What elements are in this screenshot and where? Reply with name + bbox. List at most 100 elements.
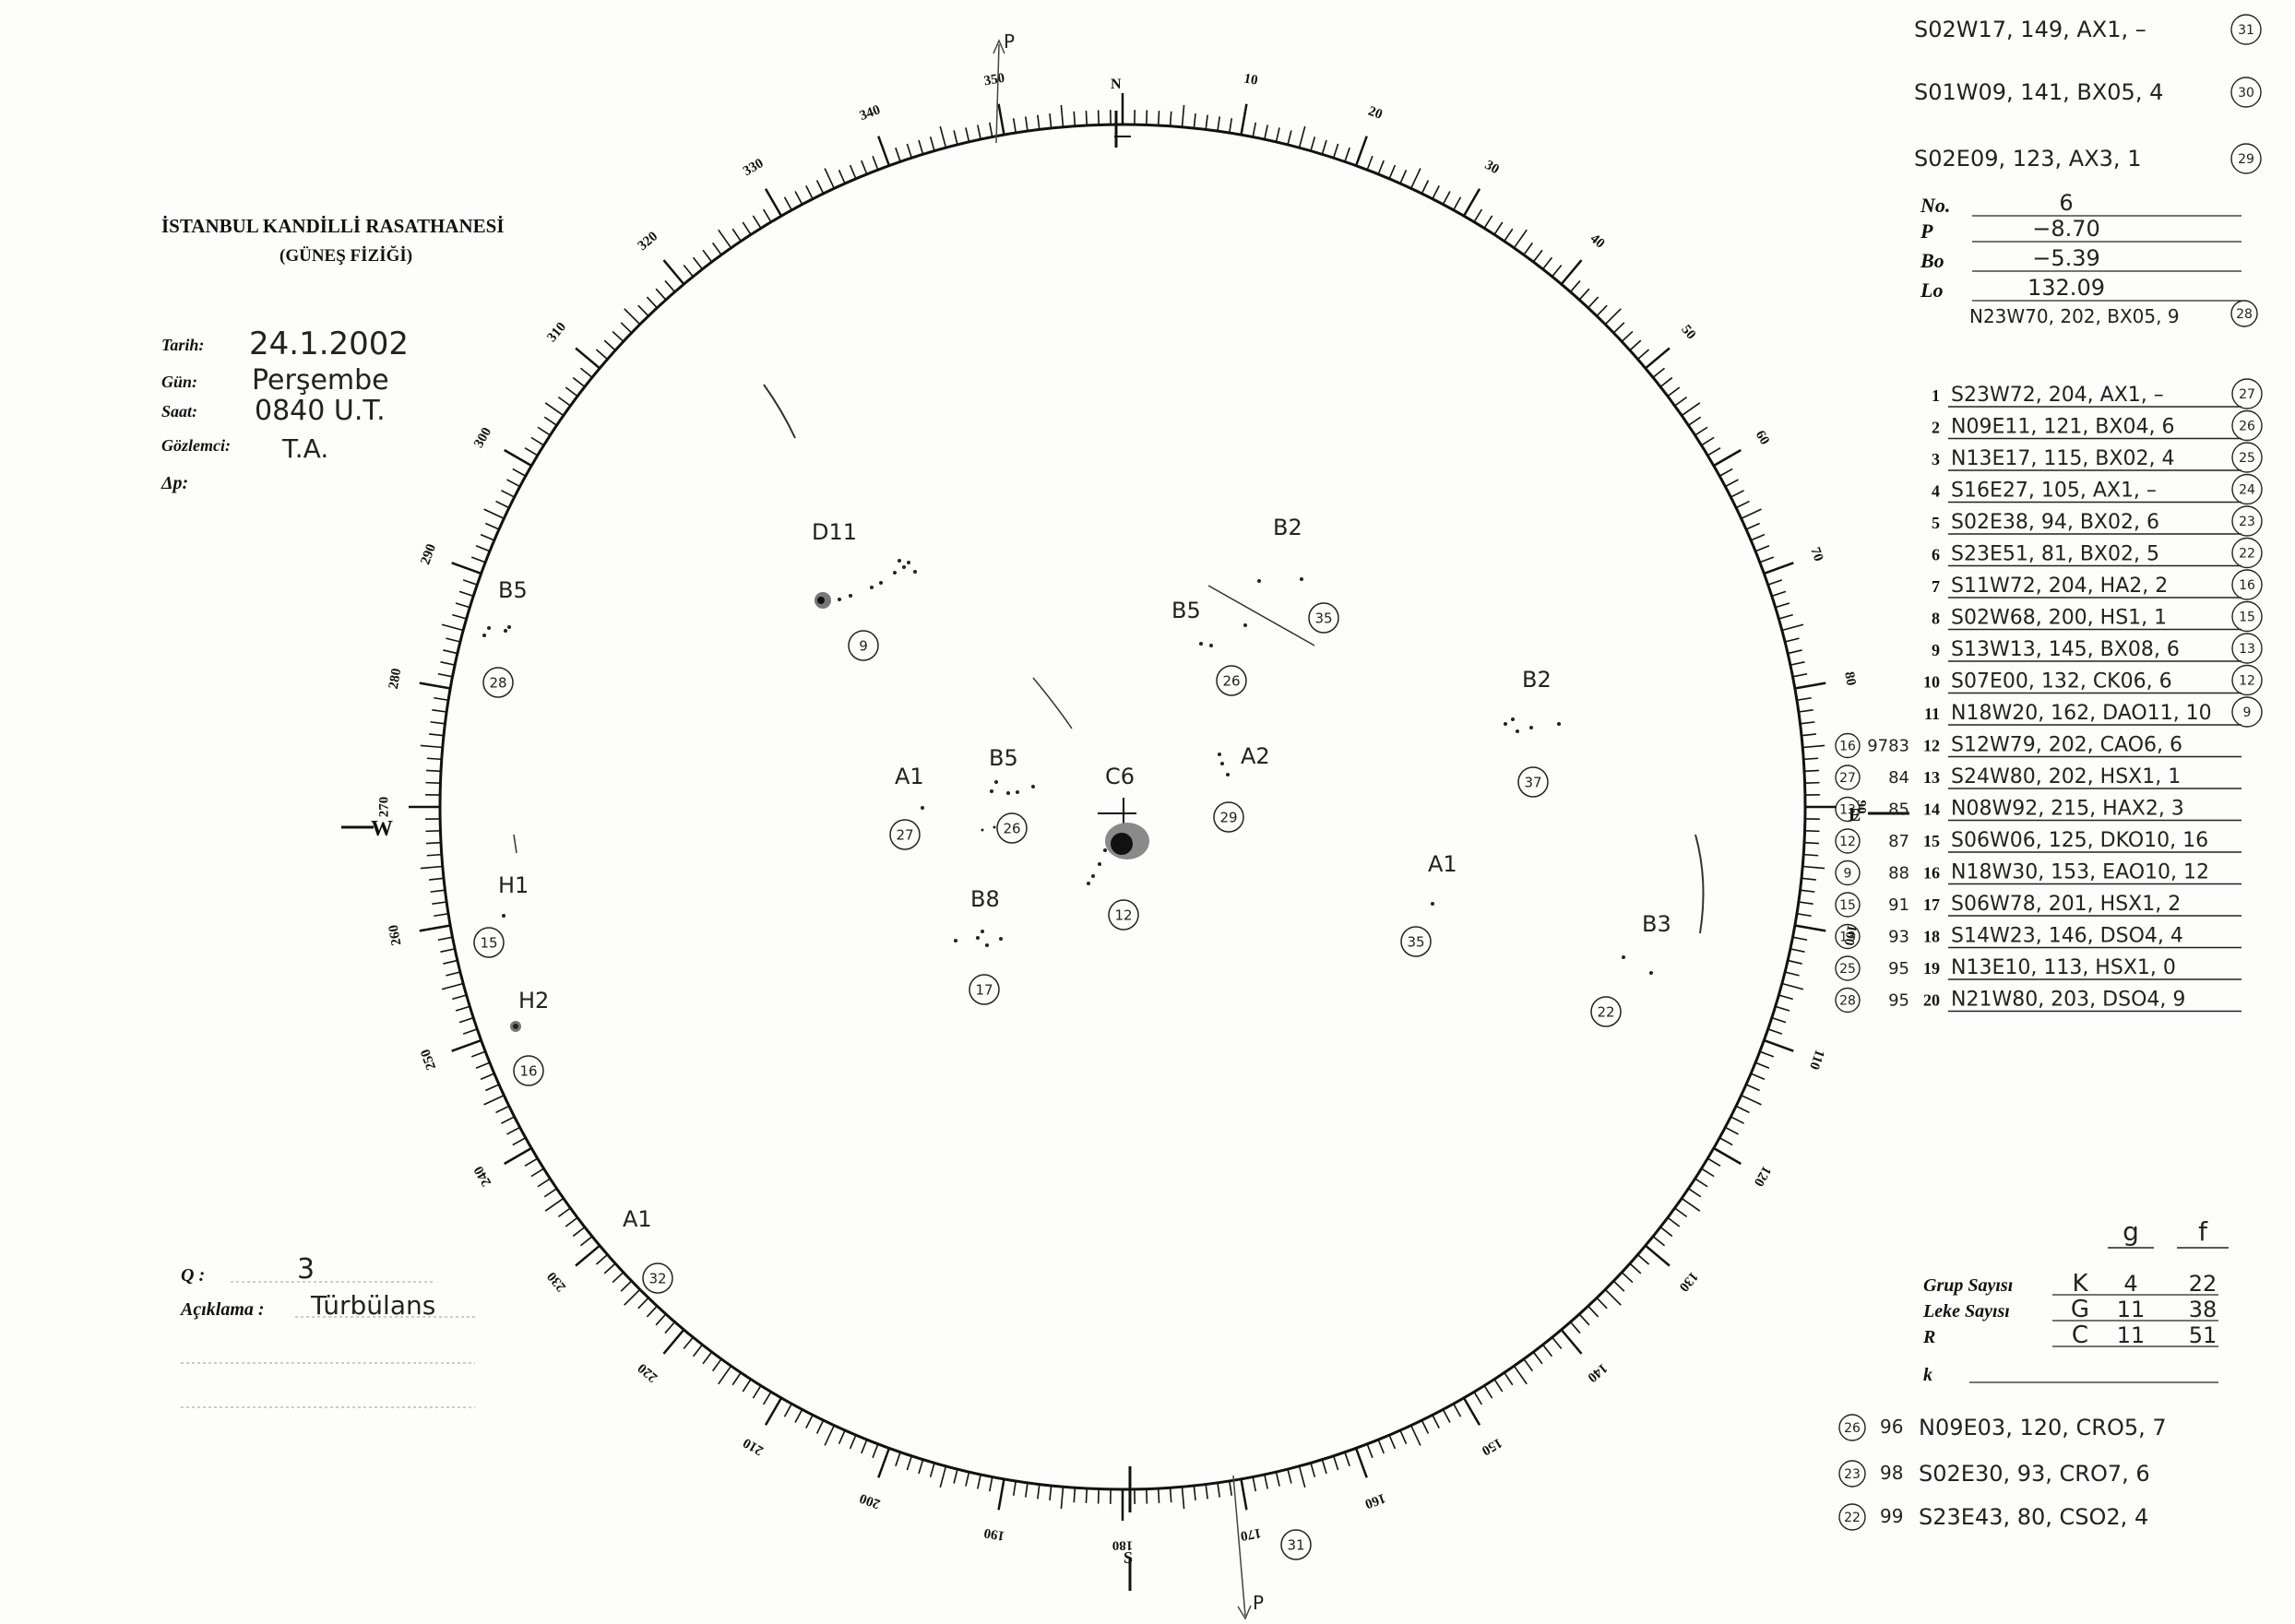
degree-tick xyxy=(1060,104,1064,127)
degree-tick xyxy=(1667,386,1681,397)
degree-tick xyxy=(1012,118,1017,134)
degree-tick xyxy=(1541,1344,1553,1357)
circled-number: 13 xyxy=(1839,931,1856,945)
group-row-text: S06W78, 201, HSX1, 2 xyxy=(1951,893,2181,916)
degree-tick xyxy=(441,623,464,632)
degree-tick xyxy=(455,602,470,609)
degree-tick xyxy=(440,948,456,953)
group-class-label: B5 xyxy=(498,577,528,603)
degree-tick xyxy=(565,386,578,397)
degree-tick xyxy=(1694,426,1708,436)
group-class-label: B3 xyxy=(1642,911,1671,937)
circled-number-ring xyxy=(2230,300,2258,327)
degree-tick xyxy=(1193,113,1196,129)
circled-number-ring xyxy=(2231,696,2263,728)
degree-tick xyxy=(1310,1463,1316,1477)
degree-tick xyxy=(441,982,464,990)
degree-tick xyxy=(1181,104,1185,127)
count-row-f: 22 xyxy=(2189,1271,2218,1297)
degree-tick xyxy=(1803,769,1820,773)
circled-number: 16 xyxy=(1839,740,1856,754)
degree-tick xyxy=(1344,1452,1350,1467)
degree-tick xyxy=(783,1403,792,1417)
degree-tick xyxy=(742,221,752,235)
note-label: Açıklama : xyxy=(179,1299,265,1320)
group-number: 32 xyxy=(648,1271,666,1287)
degree-tick xyxy=(443,649,458,655)
degree-tick xyxy=(1604,308,1622,326)
count-row-letter: K xyxy=(2072,1270,2088,1298)
degree-label: 200 xyxy=(858,1490,883,1511)
group-number: 17 xyxy=(975,982,993,999)
circled-number-ring xyxy=(2231,505,2263,537)
degree-tick xyxy=(1775,1005,1790,1012)
observer-label: Gözlemci: xyxy=(161,436,231,455)
group-number-circle xyxy=(473,927,505,958)
circled-number: 31 xyxy=(2238,23,2254,38)
degree-tick xyxy=(475,545,491,552)
degree-tick xyxy=(524,1157,539,1168)
institution-title: İSTANBUL KANDİLLİ RASATHANESİ xyxy=(161,215,505,237)
degree-tick xyxy=(1796,696,1812,702)
degree-tick xyxy=(953,130,958,146)
degree-tick xyxy=(429,877,445,881)
degree-tick xyxy=(1681,1197,1701,1212)
group-number: 37 xyxy=(1524,775,1541,791)
degree-tick xyxy=(1745,1084,1760,1092)
group-number-circle xyxy=(513,1055,544,1086)
degree-tick xyxy=(1798,901,1813,906)
degree-tick xyxy=(988,122,993,137)
circled-number-ring xyxy=(2230,143,2262,174)
degree-tick xyxy=(1792,936,1808,942)
group-number-circle xyxy=(1400,926,1432,957)
degree-tick xyxy=(426,853,442,857)
note-value: Türbülans xyxy=(310,1290,435,1321)
group-row-number: 10 xyxy=(1923,673,1940,692)
count-row-f: 38 xyxy=(2189,1297,2218,1322)
degree-tick xyxy=(1688,1188,1702,1198)
degree-tick xyxy=(1612,1280,1625,1292)
degree-tick xyxy=(1735,500,1750,509)
degree-tick xyxy=(731,228,742,242)
group-number: 35 xyxy=(1407,934,1424,951)
sunspot xyxy=(1098,862,1101,866)
group-row-number: 11 xyxy=(1924,705,1940,723)
degree-label: 20 xyxy=(1366,104,1385,123)
group-row-number: 6 xyxy=(1932,546,1940,564)
degree-tick xyxy=(1778,613,1793,620)
degree-tick xyxy=(452,994,467,1001)
group-row-number: 8 xyxy=(1932,610,1940,628)
degree-tick xyxy=(1310,136,1316,151)
degree-tick xyxy=(485,522,500,530)
degree-tick xyxy=(861,1439,868,1454)
degree-tick xyxy=(655,1313,667,1326)
group-number: 16 xyxy=(519,1063,537,1080)
pencil-stroke xyxy=(1207,585,1315,646)
group-row-number: 20 xyxy=(1923,991,1940,1010)
degree-tick xyxy=(437,936,453,942)
degree-tick xyxy=(1652,1236,1666,1247)
bottom-note-text: S23E43, 80, CSO2, 4 xyxy=(1919,1504,2148,1530)
degree-tick xyxy=(426,757,442,761)
circled-number-ring xyxy=(2230,14,2262,45)
degree-tick xyxy=(1688,416,1702,426)
count-row-f: 51 xyxy=(2189,1322,2218,1348)
degree-tick xyxy=(1560,259,1583,285)
degree-tick xyxy=(1462,1397,1481,1426)
degree-tick xyxy=(543,416,557,426)
degree-tick xyxy=(595,1253,609,1265)
circled-number-ring xyxy=(1835,955,1861,981)
count-row-label: Grup Sayısı xyxy=(1923,1275,2013,1296)
count-row-g: 11 xyxy=(2117,1297,2146,1322)
degree-tick xyxy=(506,1126,520,1135)
degree-tick xyxy=(506,479,520,488)
degree-tick xyxy=(1321,139,1327,155)
degree-tick xyxy=(702,249,713,263)
degree-tick xyxy=(530,436,544,446)
group-class-label: B2 xyxy=(1522,667,1552,693)
degree-tick xyxy=(612,1272,624,1284)
group-number-circle xyxy=(482,667,514,698)
degree-tick xyxy=(620,322,633,334)
degree-tick xyxy=(1060,1487,1064,1510)
group-row-number: 5 xyxy=(1932,514,1940,532)
